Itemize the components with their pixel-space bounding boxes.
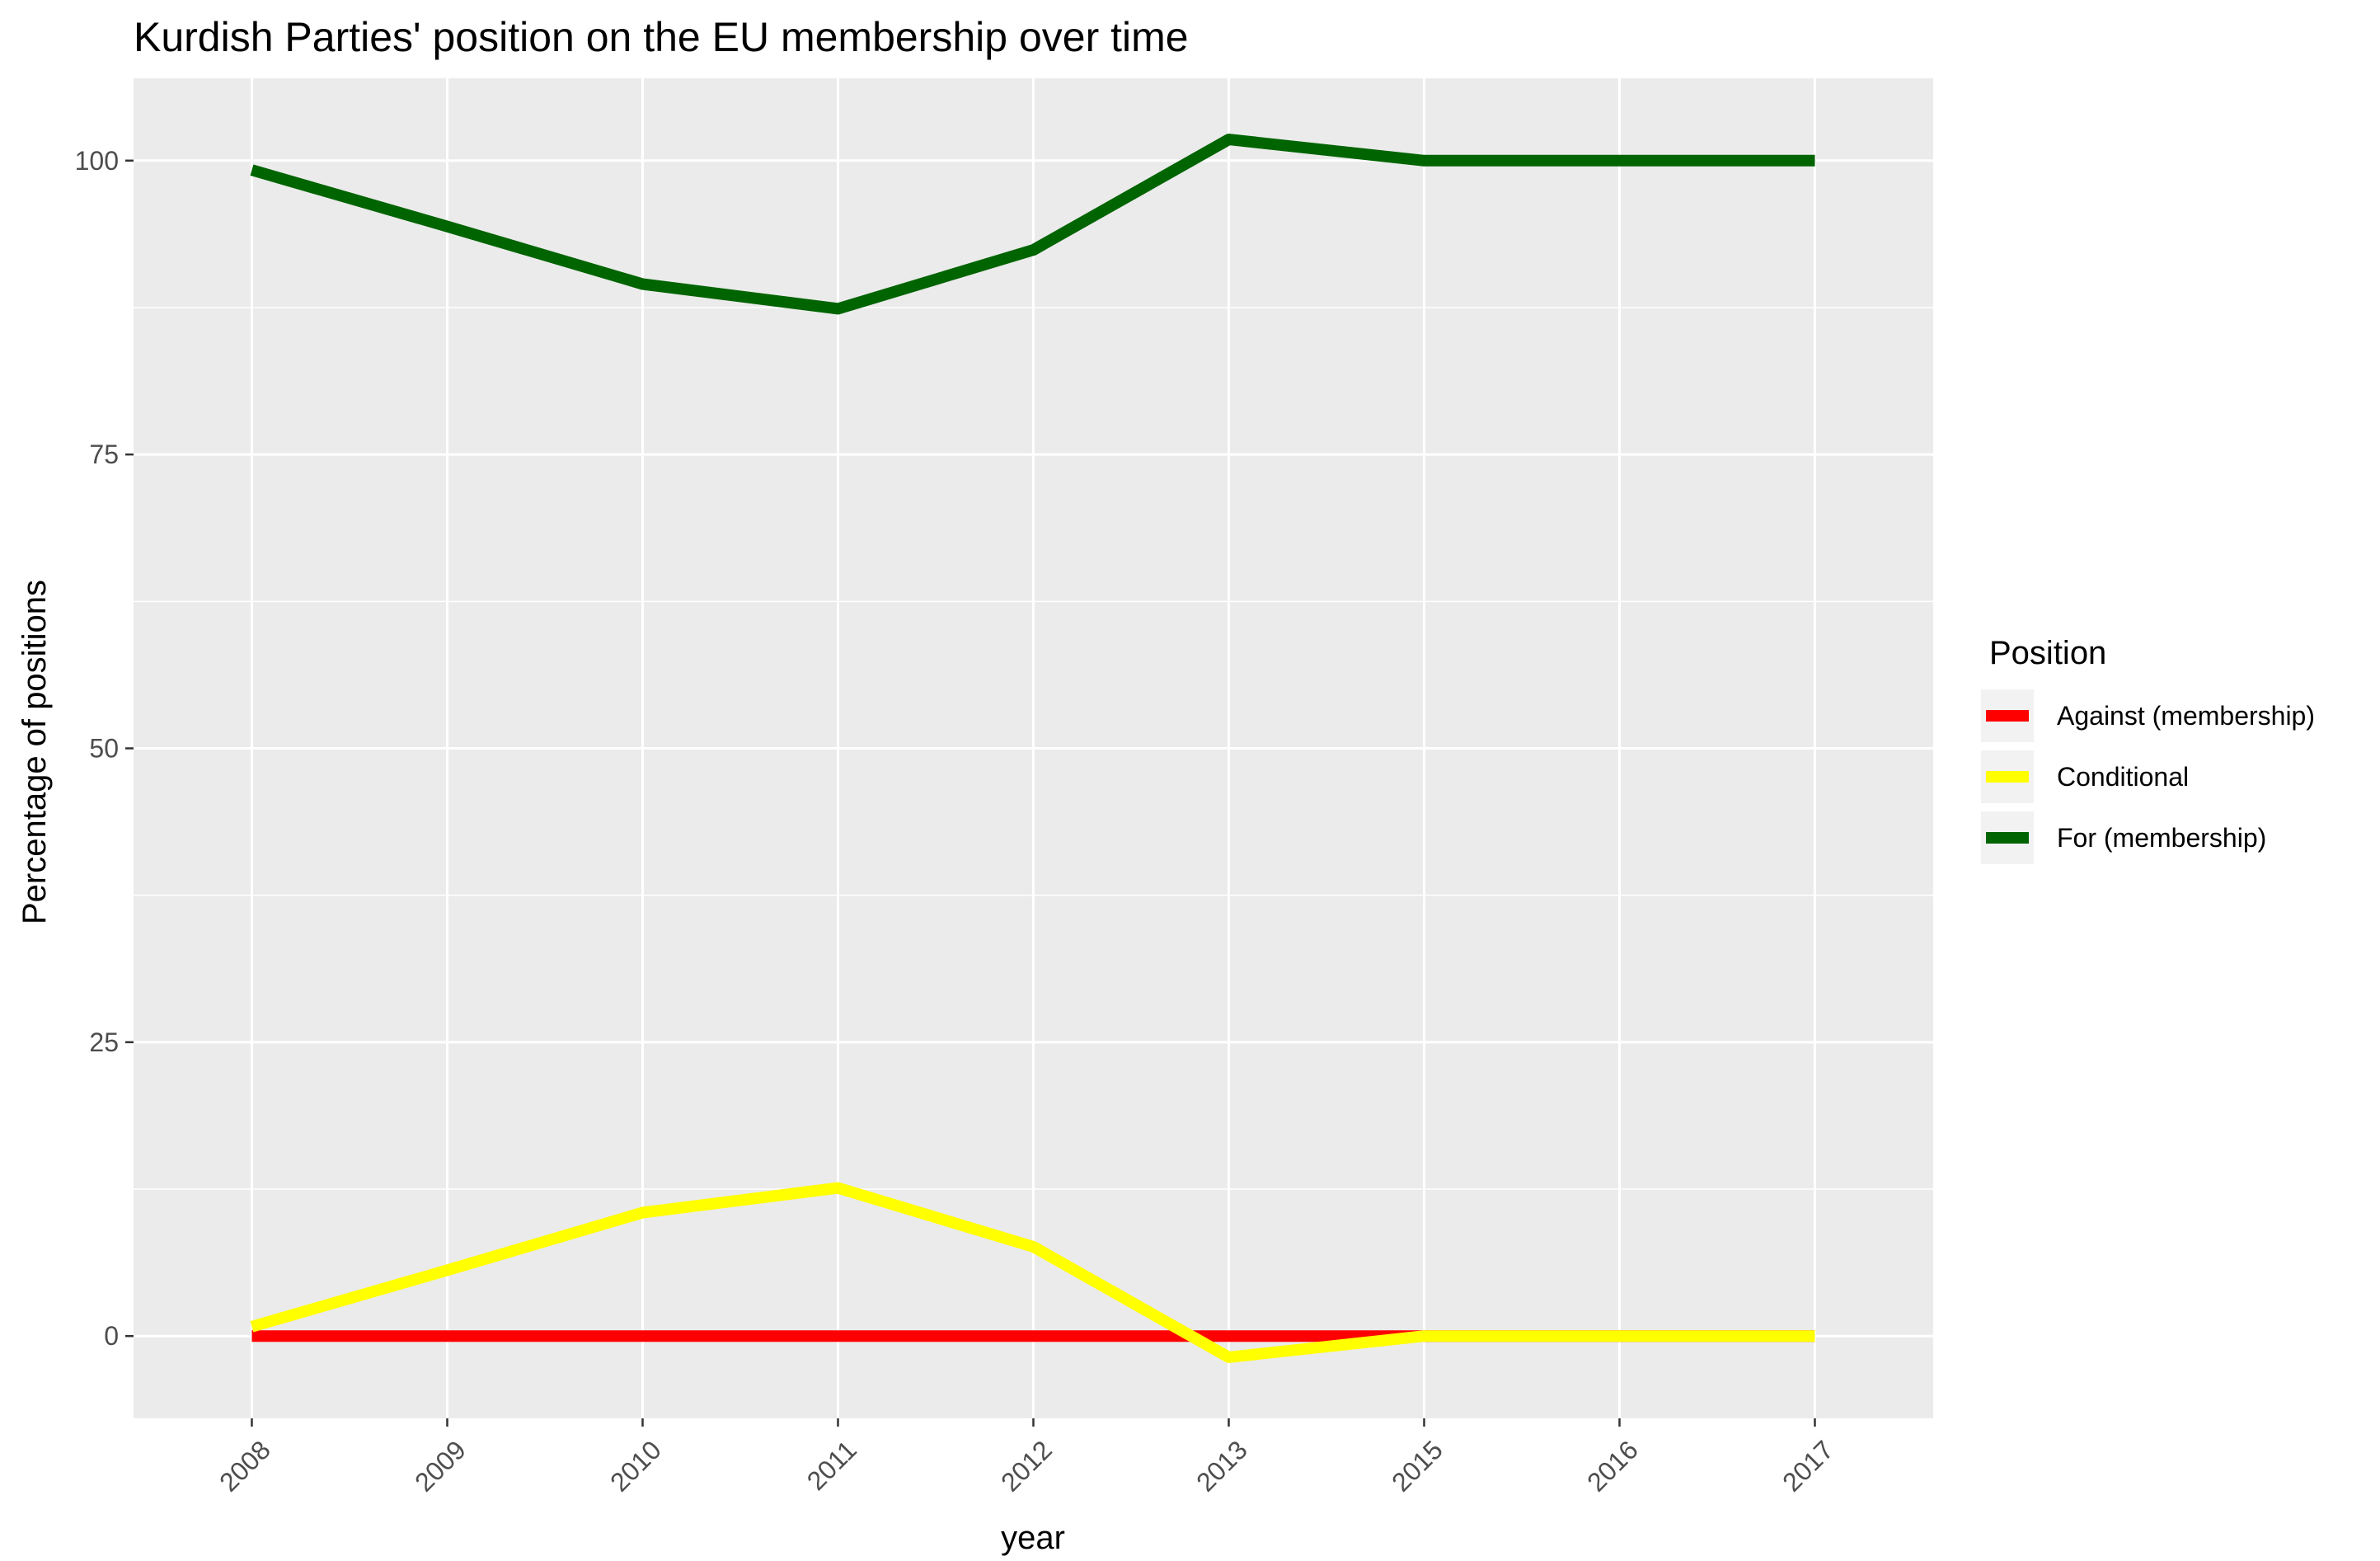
y-tick-label: 75: [89, 440, 119, 469]
x-tick-label: 2017: [1777, 1435, 1839, 1498]
y-axis: 0 25 50 75 100: [75, 146, 134, 1351]
legend-label: Conditional: [2057, 762, 2189, 792]
x-tick-label: 2008: [214, 1435, 276, 1498]
y-tick-label: 0: [104, 1321, 119, 1351]
series-line-for-membership: [250, 134, 1815, 315]
series-lines: [250, 134, 1815, 1363]
legend: Position Against (membership) Conditional…: [1981, 635, 2315, 864]
legend-label: Against (membership): [2057, 701, 2315, 731]
x-axis: 2008 2009 2010 2011 2012 2013 2015 2016 2017: [214, 1418, 1839, 1498]
series-line-conditional: [250, 1182, 1815, 1363]
x-tick-label: 2016: [1581, 1435, 1644, 1498]
legend-label: For (membership): [2057, 823, 2266, 853]
x-tick-label: 2012: [995, 1435, 1058, 1498]
chart-title: Kurdish Parties' position on the EU memb…: [134, 14, 1189, 60]
legend-title: Position: [1989, 635, 2106, 671]
x-tick-label: 2013: [1190, 1435, 1253, 1498]
y-tick-label: 50: [89, 734, 119, 764]
x-tick-label: 2015: [1386, 1435, 1448, 1498]
y-axis-title: Percentage of positions: [16, 580, 53, 924]
y-tick-label: 25: [89, 1027, 119, 1057]
x-tick-label: 2010: [604, 1435, 667, 1498]
y-tick-label: 100: [75, 146, 119, 176]
x-tick-label: 2011: [801, 1435, 862, 1496]
legend-items: Against (membership) Conditional For (memb…: [1981, 689, 2315, 864]
x-tick-label: 2009: [409, 1435, 472, 1498]
major-gridlines: [134, 78, 1933, 1418]
x-axis-title: year: [1001, 1520, 1065, 1556]
